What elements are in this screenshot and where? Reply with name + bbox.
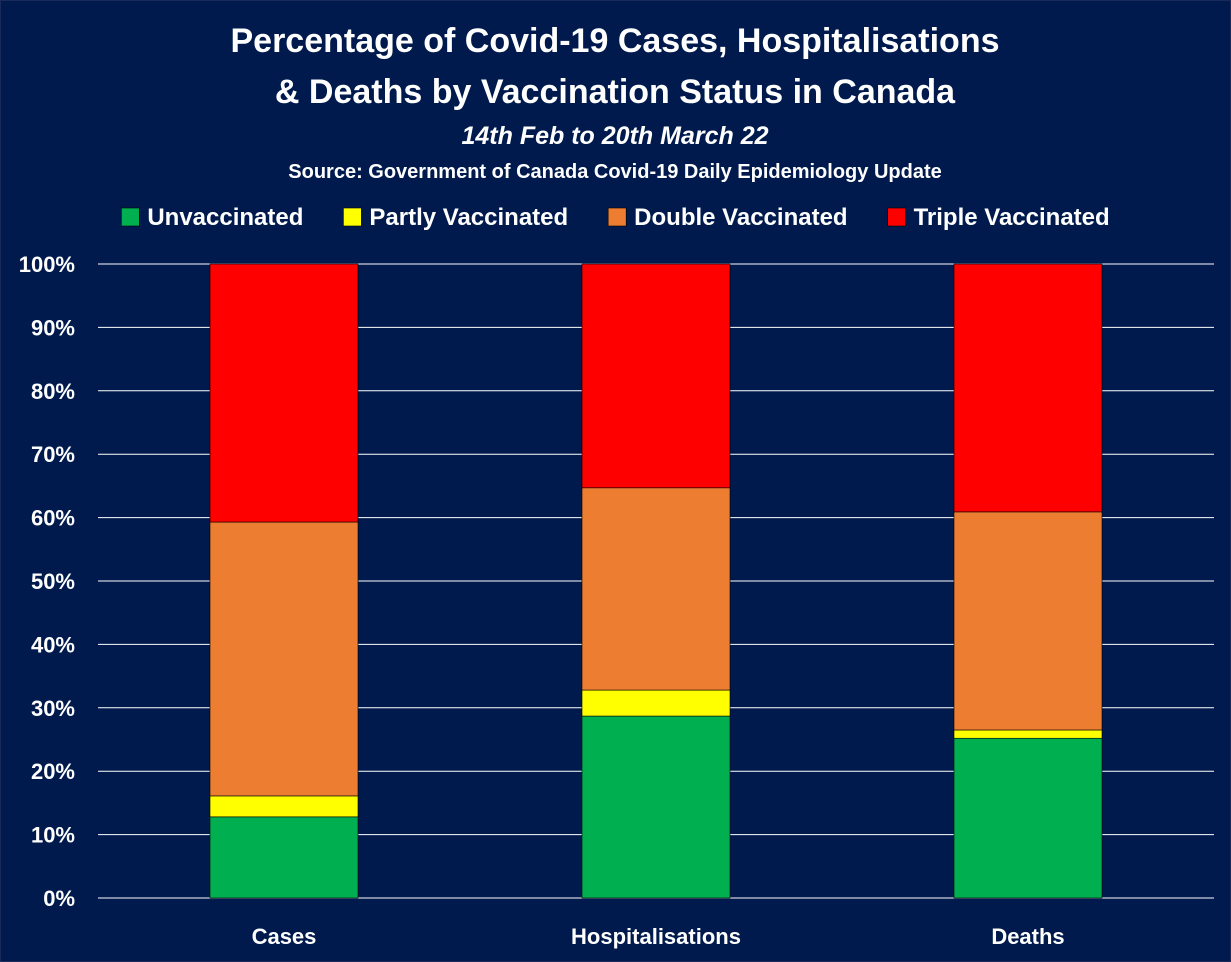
- bar-segment: [953, 263, 1103, 513]
- y-tick-label: 40%: [31, 632, 75, 657]
- bar-segment: [209, 816, 359, 899]
- x-tick-label: Deaths: [991, 924, 1064, 949]
- y-tick-label: 100%: [19, 252, 75, 277]
- legend-swatch: [343, 207, 362, 227]
- legend-swatch: [607, 207, 627, 227]
- bar-segment: [953, 511, 1103, 731]
- bar-segment: [209, 795, 359, 818]
- y-tick-label: 0%: [43, 886, 75, 911]
- bar-segment: [581, 263, 731, 489]
- bar-segment: [581, 487, 731, 691]
- x-tick-label: Cases: [252, 924, 317, 949]
- legend-swatch: [887, 207, 906, 227]
- y-tick-label: 90%: [31, 315, 75, 340]
- legend-label: Triple Vaccinated: [914, 204, 1110, 231]
- chart-title-line-1: Percentage of Covid-19 Cases, Hospitalis…: [230, 22, 999, 60]
- y-tick-label: 70%: [31, 442, 75, 467]
- legend-label: Unvaccinated: [147, 204, 303, 231]
- bar-segment: [953, 737, 1103, 899]
- y-tick-label: 60%: [31, 506, 75, 531]
- y-tick-label: 10%: [31, 823, 75, 848]
- bar-segment: [581, 689, 731, 717]
- y-tick-label: 30%: [31, 696, 75, 721]
- x-tick-label: Hospitalisations: [571, 924, 741, 949]
- legend-label: Double Vaccinated: [634, 204, 847, 231]
- bar-segment: [581, 715, 731, 899]
- y-axis: 0% 10% 20% 30% 40% 50% 60% 70% 80% 90% 100%: [19, 252, 75, 911]
- y-tick-label: 80%: [31, 379, 75, 404]
- bar-segment: [953, 729, 1103, 739]
- bar-segment: [209, 521, 359, 797]
- x-axis: Cases Hospitalisations Deaths: [252, 924, 1065, 949]
- chart-subtitle: 14th Feb to 20th March 22: [461, 122, 768, 150]
- bar-segment: [209, 263, 359, 523]
- legend-swatch: [121, 207, 140, 227]
- bars: [209, 263, 1103, 899]
- chart-source: Source: Government of Canada Covid-19 Da…: [288, 161, 941, 183]
- chart-title-line-2: & Deaths by Vaccination Status in Canada: [275, 73, 956, 111]
- y-tick-label: 20%: [31, 759, 75, 784]
- y-tick-label: 50%: [31, 569, 75, 594]
- legend-label: Partly Vaccinated: [369, 204, 568, 231]
- chart-legend: Unvaccinated Partly Vaccinated Double Vacc…: [121, 204, 1110, 231]
